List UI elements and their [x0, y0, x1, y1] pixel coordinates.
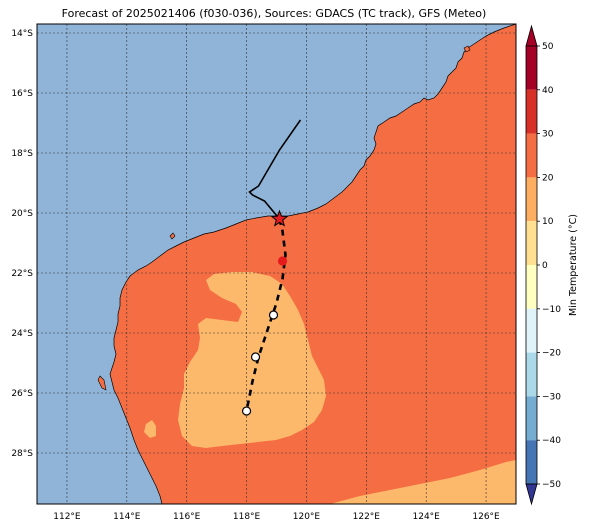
colorbar-segment: [526, 308, 537, 353]
colorbar-tick-label: −20: [542, 349, 561, 359]
colorbar-segment: [526, 89, 537, 134]
lon-tick-label: 112°E: [53, 512, 81, 522]
lon-tick-label: 120°E: [293, 512, 321, 522]
colorbar-tick-label: −50: [542, 480, 561, 490]
colorbar-segment: [526, 221, 537, 265]
colorbar-segment: [526, 396, 537, 441]
island: [169, 232, 176, 240]
lon-tick-label: 124°E: [413, 512, 441, 522]
colorbar-tick-label: 0: [542, 261, 548, 271]
lat-tick-label: 14°S: [11, 29, 33, 39]
temperature-contour-south: [330, 460, 516, 504]
colorbar-segment: [526, 133, 537, 178]
colorbar-tick-label: −40: [542, 436, 561, 446]
forecast-point: [268, 310, 279, 320]
colorbar-tick-label: −10: [542, 305, 561, 315]
temperature-contour-10-20-small: [144, 420, 156, 438]
colorbar-tick-label: 10: [542, 217, 554, 227]
colorbar-tick-label: −30: [542, 392, 561, 402]
colorbar-tick-label: 30: [542, 130, 554, 140]
colorbar-tick-label: 40: [542, 86, 554, 96]
colorbar-segment: [526, 46, 537, 90]
temperature-contour-10-20: [178, 272, 326, 448]
colorbar-extend-max: [525, 24, 538, 47]
lat-tick-label: 28°S: [11, 449, 33, 459]
colorbar-segment: [526, 177, 537, 222]
lon-tick-label: 116°E: [173, 512, 201, 522]
colorbar-label: Min Temperature (°C): [568, 214, 579, 316]
colorbar-extend-min: [525, 483, 538, 506]
island: [463, 45, 471, 53]
lat-tick-label: 24°S: [11, 329, 33, 339]
lat-tick-label: 16°S: [11, 89, 33, 99]
colorbar: 50 40 30 20 10 0 −10 −20 −30 −40 −50 Min Temperatur…: [525, 24, 579, 506]
map-title: Forecast of 2025021406 (f030-036), Sourc…: [61, 7, 487, 20]
observed-track: [248, 119, 302, 220]
map-frame: [36, 23, 517, 505]
forecast-point: [241, 406, 252, 416]
forecast-point: [277, 256, 288, 266]
colorbar-segment: [526, 265, 537, 309]
forecast-track: [245, 218, 287, 412]
colorbar-tick-label: 20: [542, 173, 554, 183]
current-position-star-icon: [270, 209, 289, 227]
lon-tick-label: 126°E: [472, 512, 500, 522]
lat-tick-label: 22°S: [11, 269, 33, 279]
colorbar-segment: [526, 352, 537, 397]
lat-tick-label: 18°S: [11, 149, 33, 159]
lat-tick-label: 26°S: [11, 389, 33, 399]
colorbar-tick-label: 50: [542, 42, 554, 52]
lon-tick-label: 114°E: [113, 512, 141, 522]
colorbar-segment: [526, 440, 537, 484]
lon-tick-label: 118°E: [233, 512, 261, 522]
island: [97, 375, 107, 391]
lat-tick-label: 20°S: [11, 209, 33, 219]
lon-tick-label: 122°E: [353, 512, 381, 522]
forecast-point: [250, 352, 261, 362]
